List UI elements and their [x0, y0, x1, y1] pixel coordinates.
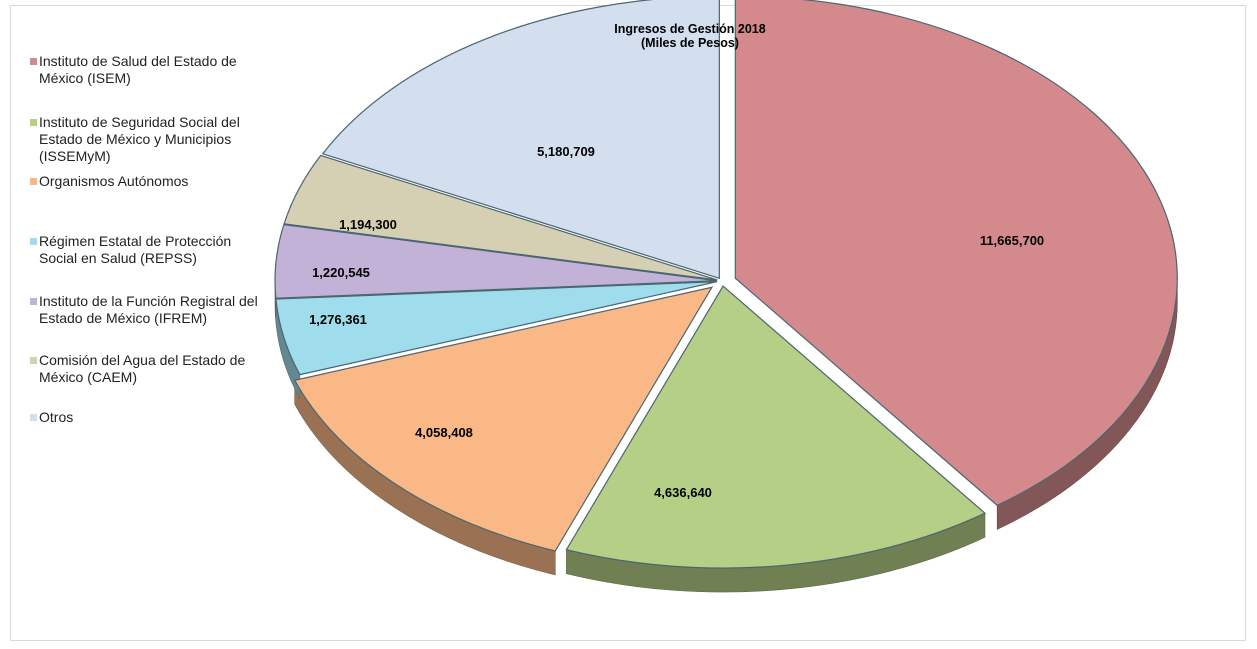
legend-label-isem: Instituto de Salud del Estado de México … [39, 53, 237, 86]
data-label-organismos: 4,058,408 [415, 425, 473, 440]
legend-marker-isem [30, 58, 37, 65]
legend-marker-repss [30, 238, 37, 245]
legend-item-organismos: Organismos Autónomos [28, 173, 268, 190]
chart-title-line-1: Ingresos de Gestión 2018 [614, 22, 766, 36]
legend-item-caem: Comisión del Agua del Estado de México (… [28, 352, 268, 386]
slice-otros [321, 0, 720, 280]
data-label-issemym: 4,636,640 [654, 485, 712, 500]
legend-item-ifrem: Instituto de la Función Registral del Es… [28, 293, 268, 327]
legend-label-issemym: Instituto de Seguridad Social del Estado… [39, 114, 240, 164]
data-label-caem: 1,194,300 [339, 217, 397, 232]
legend-label-otros: Otros [39, 409, 74, 425]
data-label-repss: 1,276,361 [309, 312, 367, 327]
legend-marker-issemym [30, 119, 37, 126]
slice-organismos [293, 286, 714, 552]
legend-marker-otros [30, 414, 37, 421]
data-label-ifrem: 1,220,545 [312, 265, 370, 280]
legend-item-repss: Régimen Estatal de Protección Social en … [28, 233, 268, 267]
slice-caem [283, 154, 718, 281]
slice-isem [734, 0, 1178, 507]
slice-issemym [565, 285, 987, 569]
legend-marker-ifrem [30, 298, 37, 305]
legend-item-issemym: Instituto de Seguridad Social del Estado… [28, 114, 268, 165]
legend-label-repss: Régimen Estatal de Protección Social en … [39, 233, 232, 266]
slice-repss [275, 281, 718, 376]
slice-tops [274, 0, 1178, 569]
chart-title: Ingresos de Gestión 2018 (Miles de Pesos… [510, 22, 870, 50]
legend-item-isem: Instituto de Salud del Estado de México … [28, 53, 268, 87]
data-label-otros: 5,180,709 [537, 144, 595, 159]
chart-title-line-2: (Miles de Pesos) [641, 36, 739, 50]
legend-label-caem: Comisión del Agua del Estado de México (… [39, 352, 246, 385]
data-labels: 11,665,700 4,636,640 4,058,408 1,276,361 1,2… [309, 144, 1044, 500]
legend-marker-organismos [30, 178, 37, 185]
legend-item-otros: Otros [28, 409, 268, 426]
data-label-isem: 11,665,700 [980, 233, 1044, 248]
legend-label-organismos: Organismos Autónomos [39, 173, 189, 189]
legend-marker-caem [30, 357, 37, 364]
slice-ifrem [274, 223, 718, 299]
legend-label-ifrem: Instituto de la Función Registral del Es… [39, 293, 258, 326]
